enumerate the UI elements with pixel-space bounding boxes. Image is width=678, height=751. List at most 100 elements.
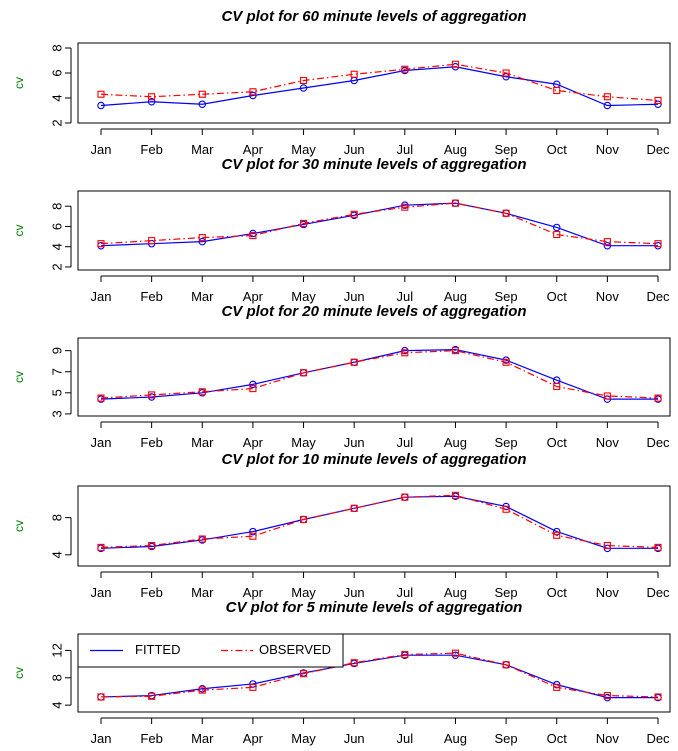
chart-title: CV plot for 60 minute levels of aggregat… (221, 8, 526, 25)
plot-frame (77, 485, 671, 567)
x-tick-label: Nov (596, 289, 620, 304)
x-tick-label: Feb (140, 289, 162, 304)
x-tick-label: Sep (495, 289, 518, 304)
data-point-observed (603, 392, 611, 400)
data-point-fitted (198, 100, 207, 109)
x-tick-label: Nov (596, 731, 620, 746)
x-tick-label: Mar (191, 585, 214, 600)
data-point-fitted (249, 91, 257, 100)
chart-title: CV plot for 30 minute levels of aggregat… (221, 156, 526, 173)
data-point-observed (198, 90, 206, 98)
y-tick-label: 7 (49, 368, 64, 375)
series-observed (97, 60, 662, 105)
data-point-observed (451, 491, 460, 499)
data-point-observed (553, 683, 561, 691)
data-point-observed (249, 683, 257, 691)
series-line-observed (100, 652, 659, 698)
data-point-fitted (147, 98, 156, 106)
data-point-observed (148, 391, 156, 399)
x-tick-label: Jun (344, 585, 365, 600)
chart-title: CV plot for 20 minute levels of aggregat… (221, 303, 526, 320)
data-point-observed (249, 532, 257, 540)
x-tick-label: Oct (547, 435, 568, 450)
data-point-observed (401, 65, 409, 73)
data-point-observed (198, 388, 206, 396)
data-point-observed (502, 661, 510, 669)
chart-panel-3: CV plot for 20 minute levels of aggregat… (12, 303, 671, 450)
series-observed (97, 491, 662, 551)
x-tick-label: Nov (596, 585, 620, 600)
x-tick-label: Jan (91, 435, 112, 450)
data-point-observed (502, 69, 510, 77)
series-line-fitted (100, 202, 658, 247)
series-observed (97, 199, 662, 248)
data-point-observed (654, 96, 662, 105)
data-point-observed (654, 543, 662, 551)
x-tick-label: Jul (397, 289, 414, 304)
data-point-observed (350, 358, 358, 366)
x-tick-label: Apr (243, 142, 264, 157)
x-tick-label: Feb (140, 142, 162, 157)
series-line-observed (100, 63, 659, 102)
data-point-fitted (603, 101, 612, 110)
x-tick-label: Dec (646, 142, 670, 157)
series-observed (97, 649, 662, 701)
y-tick-label: 8 (49, 514, 64, 521)
x-tick-label: Aug (444, 731, 467, 746)
plot-frame (77, 190, 671, 271)
chart-title: CV plot for 5 minute levels of aggregati… (226, 599, 523, 616)
x-tick-label: May (291, 731, 316, 746)
x-tick-label: Feb (140, 435, 162, 450)
data-point-observed (148, 93, 156, 101)
y-axis-label: cv (12, 225, 26, 237)
data-point-observed (502, 505, 510, 513)
legend: FITTED OBSERVED (77, 633, 344, 668)
data-point-observed (603, 692, 611, 700)
x-tick-label: Feb (140, 731, 162, 746)
series-line-fitted (100, 654, 658, 699)
x-tick-label: Apr (243, 435, 264, 450)
data-point-fitted (299, 84, 308, 92)
y-tick-label: 6 (49, 69, 64, 76)
data-point-observed (401, 349, 409, 357)
y-tick-label: 4 (49, 94, 64, 101)
x-tick-label: Mar (191, 731, 214, 746)
x-tick-label: Nov (596, 435, 620, 450)
x-tick-label: Dec (646, 585, 670, 600)
data-point-observed (350, 659, 358, 667)
data-point-observed (350, 210, 358, 218)
data-point-observed (249, 88, 257, 96)
plot-frame (77, 42, 671, 124)
data-point-fitted (97, 101, 105, 110)
data-point-observed (97, 693, 105, 701)
y-axis-label: cv (12, 667, 26, 679)
data-point-observed (148, 692, 156, 700)
plot-frame (77, 337, 671, 417)
chart-panel-1: CV plot for 60 minute levels of aggregat… (12, 8, 671, 157)
data-point-observed (299, 670, 308, 678)
x-tick-label: Sep (495, 585, 518, 600)
x-tick-label: Feb (140, 585, 162, 600)
data-point-observed (502, 209, 510, 217)
data-point-observed (299, 515, 308, 524)
y-axis-label: cv (12, 520, 26, 532)
y-tick-label: 8 (49, 674, 64, 681)
y-tick-label: 2 (49, 119, 64, 126)
data-point-observed (451, 60, 460, 68)
chart-panel-4: CV plot for 10 minute levels of aggregat… (12, 451, 671, 600)
x-tick-label: Apr (243, 289, 264, 304)
series-line-fitted (100, 495, 658, 549)
x-tick-label: Oct (547, 142, 568, 157)
x-tick-label: Oct (547, 289, 568, 304)
x-tick-label: Sep (495, 435, 518, 450)
series-line-fitted (100, 66, 659, 107)
x-tick-label: Mar (191, 289, 214, 304)
x-tick-label: Jul (397, 731, 414, 746)
data-point-observed (97, 394, 105, 402)
y-tick-label: 4 (49, 243, 64, 250)
data-point-fitted (552, 223, 561, 232)
x-tick-label: Oct (547, 731, 568, 746)
data-point-observed (451, 199, 460, 207)
x-tick-label: Mar (191, 142, 214, 157)
